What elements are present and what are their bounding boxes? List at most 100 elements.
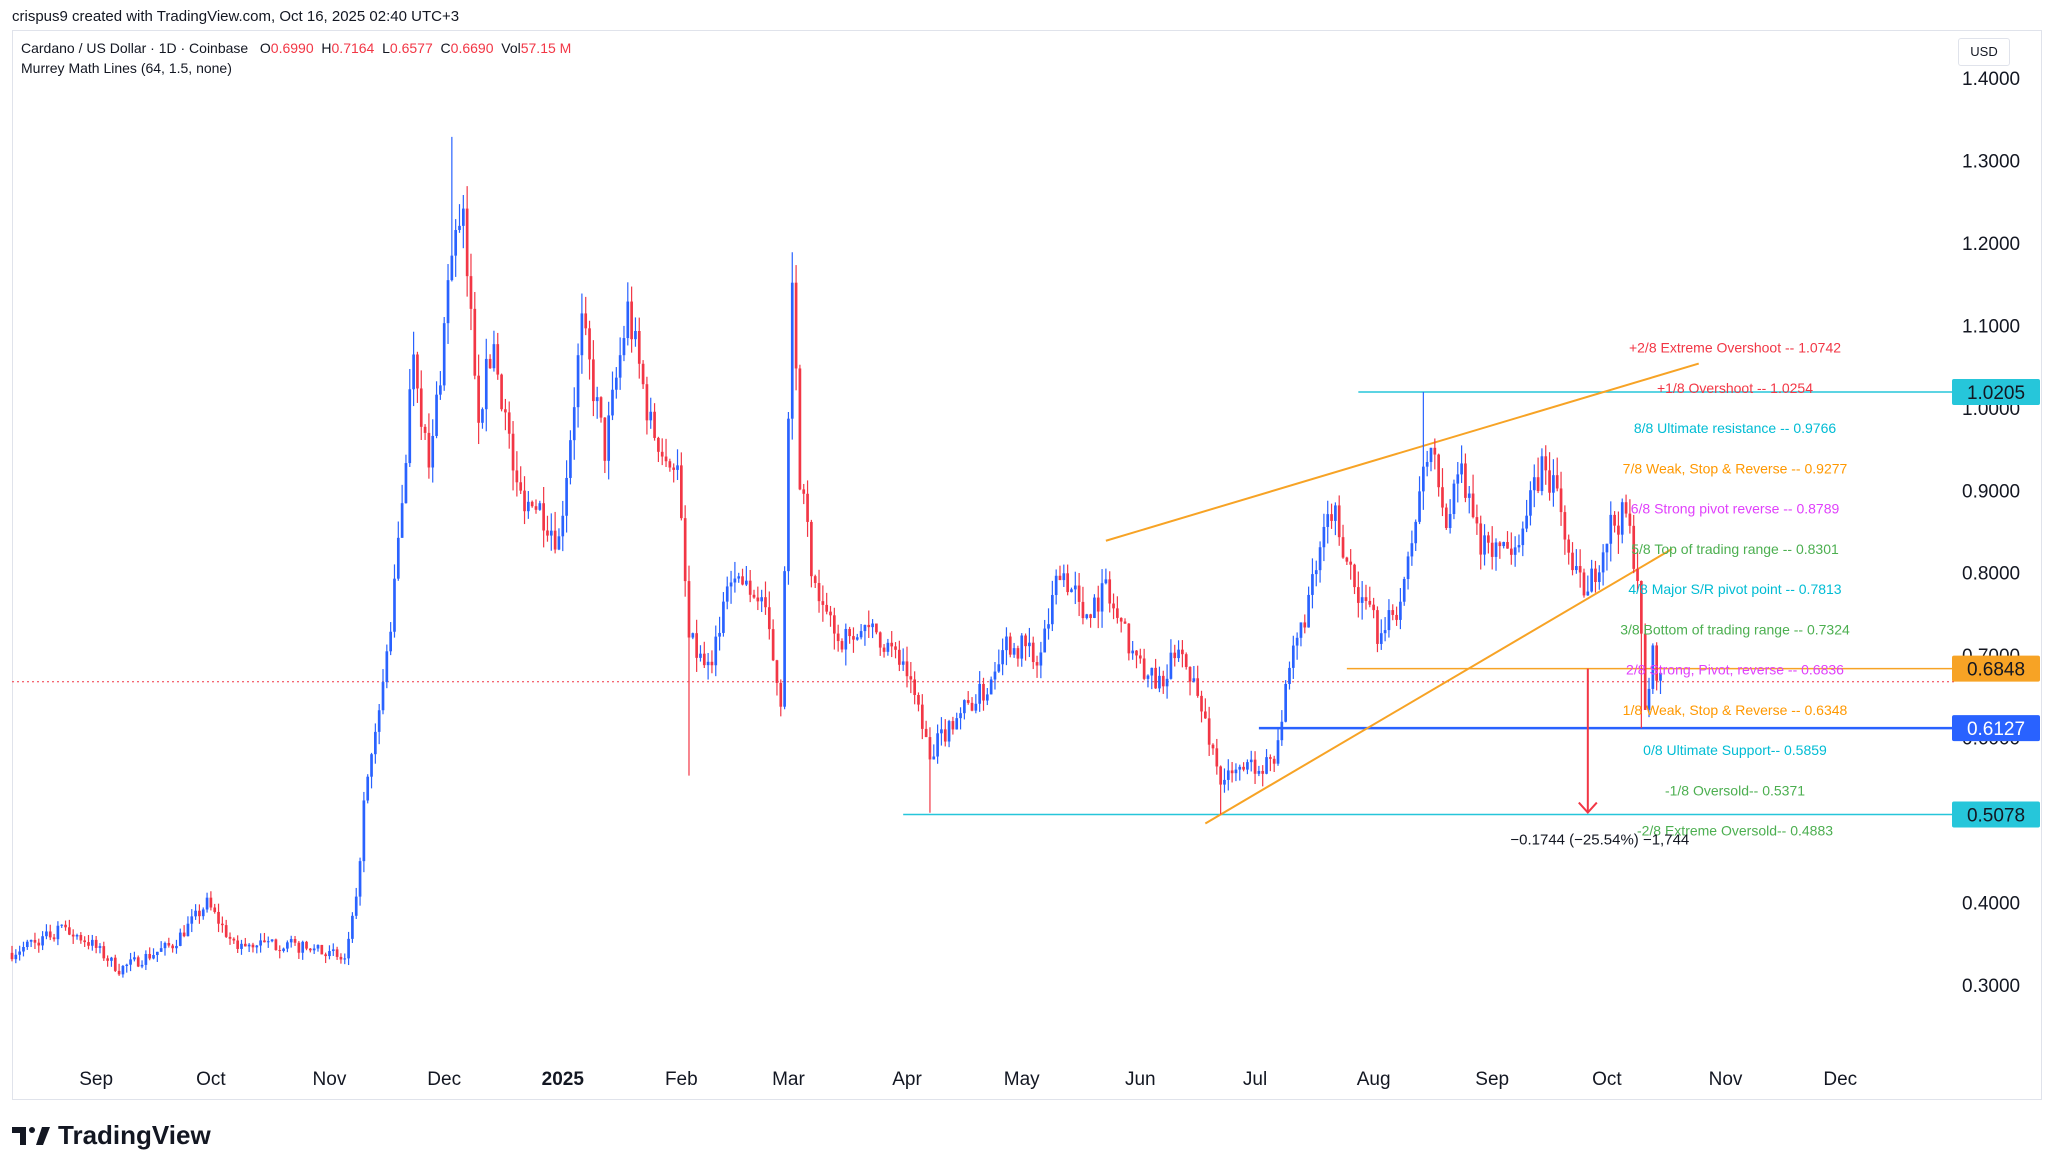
candle-body <box>733 578 737 583</box>
candle-body <box>641 363 645 385</box>
candle-body <box>607 415 611 461</box>
candle-body <box>198 910 201 917</box>
candle-body <box>305 941 308 949</box>
candle-body <box>756 597 760 602</box>
candle-body <box>1502 542 1506 547</box>
candle-body <box>680 465 683 519</box>
candle-body <box>538 503 542 510</box>
x-tick-label: Nov <box>313 1069 347 1090</box>
candle-body <box>1594 568 1597 583</box>
candle-body <box>247 944 251 947</box>
candle-body <box>1456 474 1460 484</box>
candle-body <box>611 389 614 416</box>
candle-body <box>844 628 848 650</box>
candle-body <box>924 728 928 738</box>
candle-body <box>328 951 331 957</box>
candle-body <box>561 515 565 537</box>
candle-body <box>186 923 190 937</box>
candle-body <box>725 586 729 602</box>
candle-body <box>140 964 144 967</box>
currency-button[interactable]: USD <box>1958 38 2010 66</box>
x-tick-label: May <box>1004 1069 1040 1090</box>
candle-body <box>1070 589 1073 593</box>
candle-body <box>266 941 270 943</box>
candle-body <box>1349 561 1353 565</box>
candle-body <box>320 944 324 955</box>
candle-body <box>1138 655 1142 659</box>
murrey-line-label: 7/8 Weak, Stop & Reverse -- 0.9277 <box>1623 460 1848 476</box>
candle-body <box>1077 585 1081 602</box>
candle-body <box>1016 648 1020 659</box>
candle-body <box>530 501 534 507</box>
candle-body <box>1601 552 1605 573</box>
candle-body <box>148 953 152 959</box>
candle-body <box>435 394 438 436</box>
candle-body <box>351 915 354 939</box>
candle-body <box>1104 579 1108 584</box>
candle-body <box>335 949 339 957</box>
candle-body <box>224 925 228 937</box>
candle-body <box>1207 718 1211 745</box>
candle-body <box>1448 514 1452 529</box>
candle-body <box>236 940 240 949</box>
candle-body <box>1031 642 1035 663</box>
candle-body <box>626 301 630 339</box>
candle-body <box>515 470 519 483</box>
candle-body <box>1391 610 1395 615</box>
candle-body <box>251 944 255 948</box>
candle-body <box>1154 667 1157 689</box>
murrey-line-label: 3/8 Bottom of trading range -- 0.7324 <box>1620 621 1850 637</box>
candle-body <box>385 651 389 683</box>
candle-body <box>787 418 790 572</box>
candle-body <box>171 945 174 949</box>
candle-body <box>1356 587 1360 603</box>
x-tick-label: Apr <box>892 1069 922 1090</box>
candle-body <box>481 409 484 423</box>
candle-body <box>527 501 530 512</box>
candle-body <box>1609 514 1613 544</box>
candle-body <box>1001 650 1004 665</box>
candle-body <box>802 489 806 494</box>
candle-body <box>557 536 561 550</box>
candle-body <box>1487 535 1490 543</box>
price-chart[interactable]: 1.40001.30001.20001.10001.00000.90000.80… <box>0 0 2048 1110</box>
candle-body <box>1028 642 1031 647</box>
candle-body <box>760 597 764 602</box>
candle-body <box>393 578 396 632</box>
candle-body <box>366 776 370 801</box>
tradingview-logo: TradingView <box>12 1120 211 1151</box>
candle-body <box>519 482 523 491</box>
candle-body <box>737 576 741 579</box>
candle-body <box>913 679 916 695</box>
candle-body <box>240 943 243 949</box>
candle-body <box>83 940 87 943</box>
candle-body <box>416 354 419 389</box>
candle-body <box>1123 621 1127 624</box>
candle-body <box>1066 573 1069 593</box>
candle-body <box>331 949 335 952</box>
candle-body <box>293 939 297 943</box>
candle-body <box>523 490 526 512</box>
candle-body <box>687 581 691 638</box>
candle-body <box>855 637 859 640</box>
candle-body <box>584 313 588 329</box>
candle-body <box>1567 539 1571 553</box>
candle-body <box>1188 666 1192 682</box>
low-label: L <box>382 40 390 56</box>
candle-body <box>878 632 882 648</box>
candle-body <box>1540 456 1544 492</box>
candle-body <box>1509 548 1513 555</box>
murrey-line-label: 5/8 Top of trading range -- 0.8301 <box>1631 541 1839 557</box>
candle-body <box>1529 490 1532 516</box>
candle-body <box>706 661 710 666</box>
candle-body <box>614 377 618 390</box>
price-label-box <box>1952 801 2040 828</box>
candle-body <box>1559 488 1563 513</box>
candle-body <box>1096 597 1100 612</box>
candle-body <box>676 465 679 470</box>
candle-body <box>377 710 381 732</box>
x-tick-label: 2025 <box>542 1069 585 1090</box>
candle-body <box>1578 566 1582 573</box>
candle-body <box>1261 770 1265 774</box>
candle-body <box>1368 600 1372 605</box>
